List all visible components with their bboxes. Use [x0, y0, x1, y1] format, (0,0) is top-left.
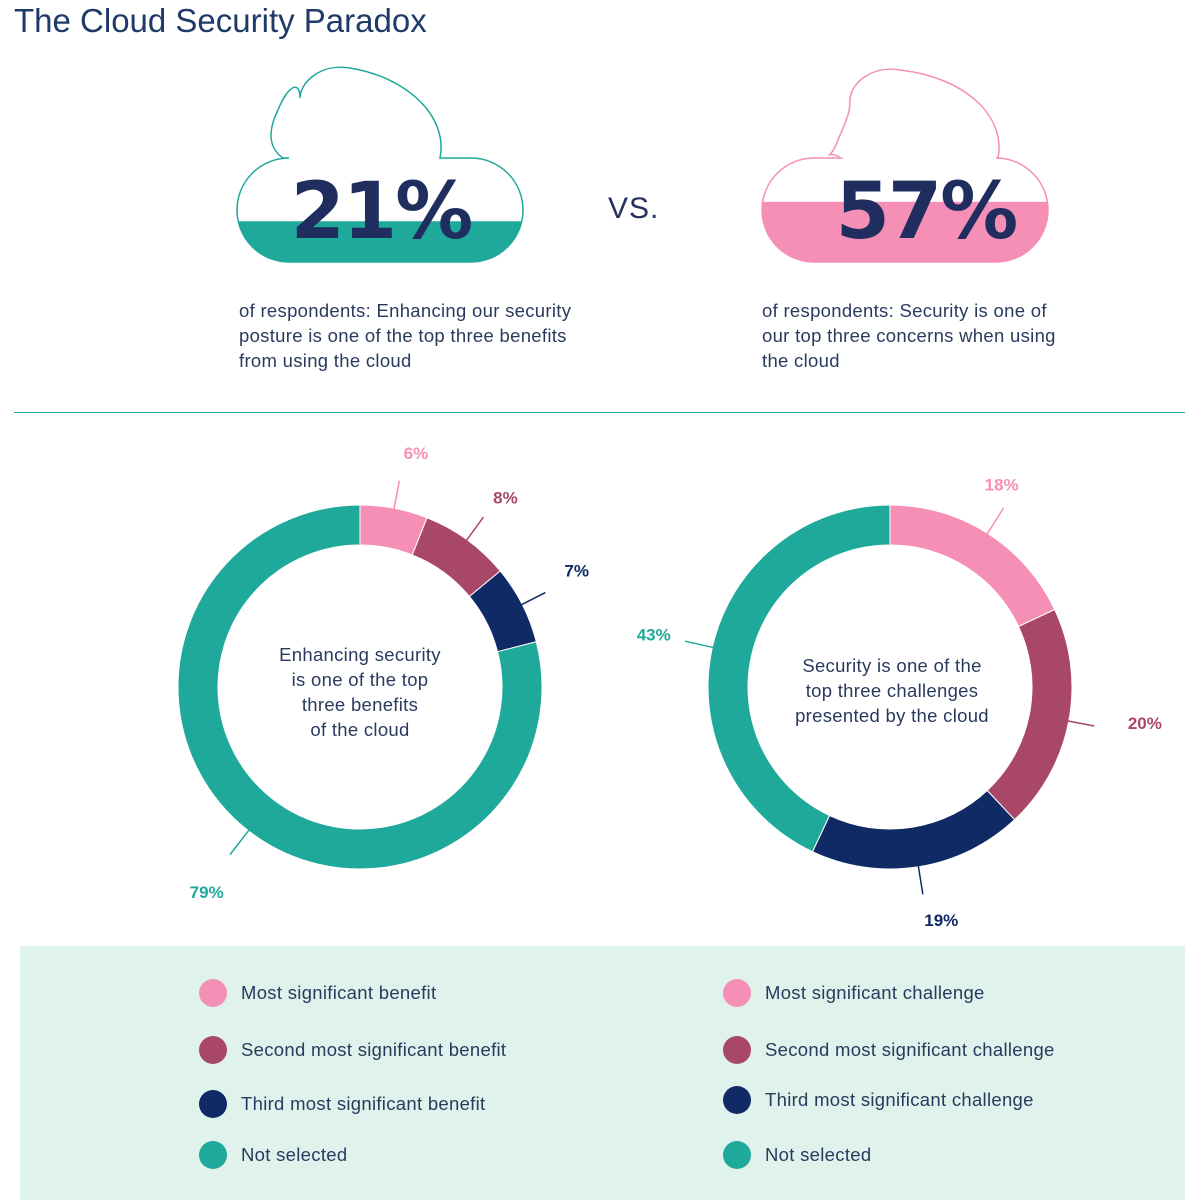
data-label: 6%	[404, 444, 429, 463]
legend-swatch	[723, 1141, 751, 1169]
donut-center-label-challenges: Security is one of the top three challeng…	[762, 653, 1022, 728]
donut-slice	[177, 504, 543, 870]
legend-swatch	[199, 979, 227, 1007]
donut-slice	[811, 789, 1016, 870]
legend-item-challenges: Most significant challenge	[723, 979, 985, 1007]
cloud-right-fill-level	[762, 201, 1048, 262]
legend-item-challenges: Third most significant challenge	[723, 1086, 1034, 1114]
leader-line	[229, 827, 252, 855]
legend-item-challenges: Second most significant challenge	[723, 1036, 1055, 1064]
legend-item-benefits: Third most significant benefit	[199, 1090, 485, 1118]
donut-slice	[889, 504, 1056, 628]
center-label-line: Enhancing security	[279, 644, 441, 665]
data-label: 7%	[564, 562, 589, 581]
leader-line	[518, 591, 546, 607]
legend-item-benefits: Second most significant benefit	[199, 1036, 506, 1064]
legend-swatch	[199, 1090, 227, 1118]
data-label: 8%	[493, 488, 518, 507]
cloud-left-stat: 21%	[291, 167, 472, 257]
legend-swatch	[199, 1141, 227, 1169]
legend-label: Second most significant challenge	[765, 1039, 1055, 1060]
vs-label: VS.	[608, 192, 660, 225]
legend-label: Third most significant challenge	[765, 1089, 1034, 1110]
legend-swatch	[723, 979, 751, 1007]
cloud-right-outline	[761, 68, 1049, 263]
legend-swatch	[723, 1036, 751, 1064]
legend-label: Not selected	[241, 1144, 348, 1165]
cloud-left-fill-level	[237, 221, 523, 262]
legend-item-challenges: Not selected	[723, 1141, 871, 1169]
center-label-line: is one of the top	[291, 669, 429, 690]
center-label-line: three benefits	[301, 694, 419, 715]
data-label: 18%	[985, 475, 1019, 494]
legend-label: Most significant benefit	[241, 982, 437, 1003]
left-stat-description: of respondents: Enhancing our security p…	[239, 300, 572, 371]
cloud-left-outline	[236, 66, 524, 263]
legend-swatch	[199, 1036, 227, 1064]
center-label-line: of the cloud	[310, 719, 410, 740]
data-label: 20%	[1128, 714, 1162, 733]
donut-chart-benefits: 6% 8% 7% 79%	[177, 444, 589, 902]
leader-line	[1064, 719, 1095, 727]
legend-label: Third most significant benefit	[241, 1093, 486, 1114]
data-label: 19%	[924, 911, 958, 930]
legend-label: Second most significant benefit	[241, 1039, 507, 1060]
legend-label: Not selected	[765, 1144, 872, 1165]
legend-label: Most significant challenge	[765, 982, 985, 1003]
donut-center-label-benefits: Enhancing security is one of the top three…	[240, 642, 480, 742]
cloud-right-stat: 57%	[836, 167, 1017, 257]
center-label-line: Security is one of the	[802, 655, 982, 676]
data-label: 79%	[190, 883, 224, 902]
leader-line	[464, 516, 485, 544]
center-label-line: top three challenges	[805, 680, 979, 701]
leader-line	[392, 480, 401, 513]
right-stat-description: of respondents: Security is one of our t…	[762, 300, 1056, 371]
legend-item-benefits: Most significant benefit	[199, 979, 436, 1007]
data-label: 43%	[637, 625, 671, 644]
leader-line	[984, 507, 1005, 538]
section-divider	[14, 412, 1185, 413]
leader-line	[684, 640, 717, 649]
donut-slice	[707, 504, 891, 853]
donut-chart-challenges: 18% 20% 19% 43%	[637, 475, 1162, 930]
legend-item-benefits: Not selected	[199, 1141, 347, 1169]
center-label-line: presented by the cloud	[795, 705, 989, 726]
legend-swatch	[723, 1086, 751, 1114]
leader-line	[917, 862, 924, 895]
legend-panel	[20, 946, 1185, 1200]
page-title: The Cloud Security Paradox	[14, 2, 427, 39]
